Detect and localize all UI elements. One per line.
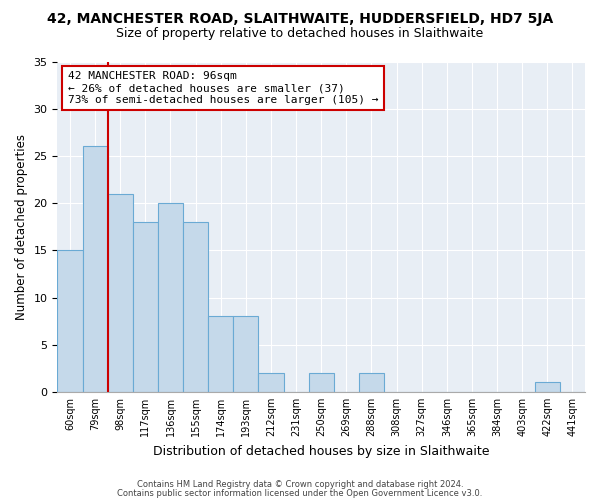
Bar xyxy=(158,203,183,392)
Bar xyxy=(133,222,158,392)
Text: 42 MANCHESTER ROAD: 96sqm
← 26% of detached houses are smaller (37)
73% of semi-: 42 MANCHESTER ROAD: 96sqm ← 26% of detac… xyxy=(68,72,379,104)
Bar xyxy=(83,146,107,392)
Text: Contains public sector information licensed under the Open Government Licence v3: Contains public sector information licen… xyxy=(118,488,482,498)
Y-axis label: Number of detached properties: Number of detached properties xyxy=(15,134,28,320)
X-axis label: Distribution of detached houses by size in Slaithwaite: Distribution of detached houses by size … xyxy=(153,444,490,458)
Bar xyxy=(233,316,259,392)
Bar xyxy=(308,373,334,392)
Bar xyxy=(107,194,133,392)
Text: 42, MANCHESTER ROAD, SLAITHWAITE, HUDDERSFIELD, HD7 5JA: 42, MANCHESTER ROAD, SLAITHWAITE, HUDDER… xyxy=(47,12,553,26)
Text: Size of property relative to detached houses in Slaithwaite: Size of property relative to detached ho… xyxy=(116,28,484,40)
Bar xyxy=(58,250,83,392)
Bar xyxy=(183,222,208,392)
Text: Contains HM Land Registry data © Crown copyright and database right 2024.: Contains HM Land Registry data © Crown c… xyxy=(137,480,463,489)
Bar xyxy=(208,316,233,392)
Bar xyxy=(359,373,384,392)
Bar xyxy=(535,382,560,392)
Bar xyxy=(259,373,284,392)
